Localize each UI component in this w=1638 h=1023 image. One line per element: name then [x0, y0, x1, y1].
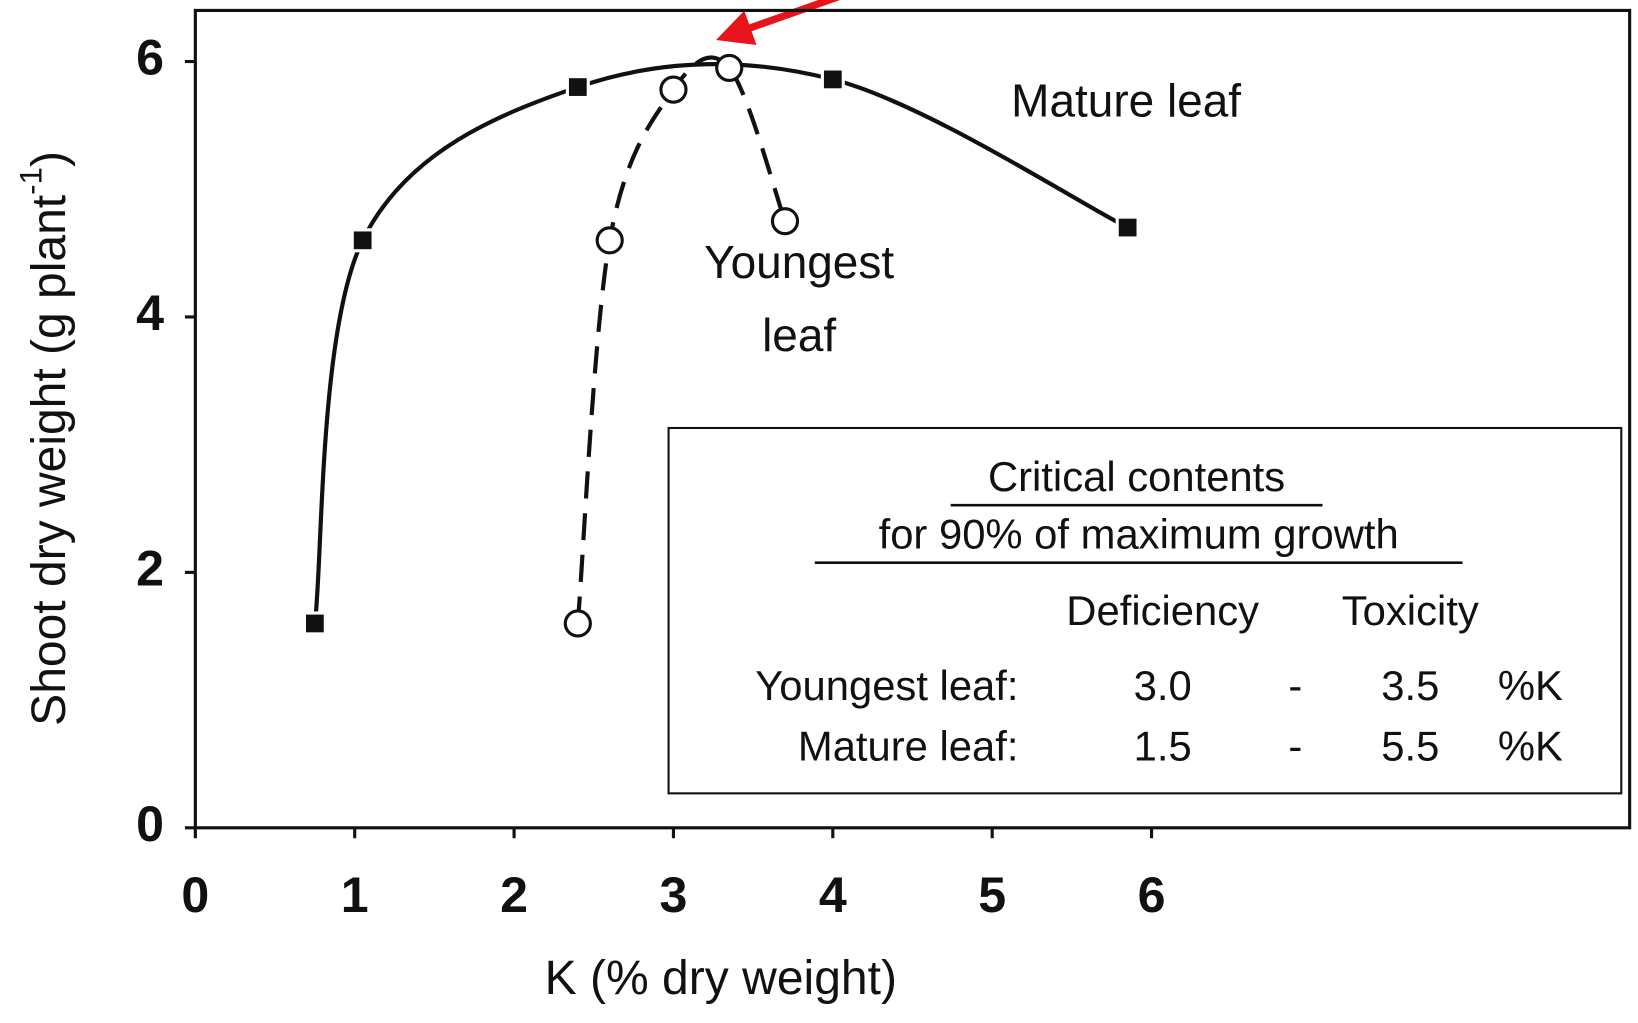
y-tick-label: 4 — [136, 285, 164, 341]
table-cell: Mature leaf: — [798, 723, 1019, 770]
point — [302, 611, 327, 636]
table-cell: %K — [1498, 723, 1563, 770]
y-tick-label: 6 — [136, 30, 164, 86]
y-tick-label: 0 — [136, 796, 164, 852]
table-cell: - — [1288, 662, 1302, 709]
y-tick-label: 2 — [136, 541, 164, 597]
plot-frame — [193, 8, 1632, 830]
point — [595, 226, 624, 255]
point — [715, 53, 744, 83]
box-title: Critical contents — [988, 453, 1285, 500]
highlight-arrow — [715, 0, 841, 46]
table-cell: %K — [1498, 662, 1563, 709]
y-axis-label-end: ) — [23, 151, 76, 167]
x-tick-label: 1 — [341, 867, 369, 923]
series-label-line: Youngest — [704, 236, 894, 288]
x-tick-label: 5 — [978, 867, 1006, 923]
point — [565, 75, 590, 100]
table-cell: 1.5 — [1134, 723, 1192, 770]
info-box — [667, 426, 1623, 795]
column-header: Toxicity — [1342, 587, 1479, 634]
point — [770, 207, 800, 236]
column-header: Deficiency — [1066, 587, 1259, 634]
series-label-line: leaf — [762, 309, 836, 361]
box-title: for 90% of maximum growth — [879, 511, 1399, 558]
table-cell: 3.0 — [1134, 662, 1192, 709]
y-axis-label-sup: -1 — [14, 167, 49, 195]
x-axis-label: K (% dry weight) — [545, 952, 897, 1005]
point — [820, 67, 845, 92]
table-cell: 3.5 — [1381, 662, 1439, 709]
series-line — [575, 55, 787, 624]
point — [563, 609, 592, 638]
x-tick-label: 3 — [660, 867, 688, 923]
x-tick-label: 2 — [500, 867, 528, 923]
series-label: Youngest leaf — [704, 236, 894, 361]
point — [659, 75, 688, 104]
x-tick-label: 4 — [819, 867, 847, 923]
point — [350, 228, 375, 253]
point — [1115, 215, 1140, 240]
x-tick-label: 0 — [181, 867, 209, 923]
table-cell: - — [1288, 723, 1302, 770]
table-cell: Youngest leaf: — [755, 662, 1018, 709]
table-cell: 5.5 — [1381, 723, 1439, 770]
x-tick-label: 6 — [1138, 867, 1166, 923]
y-axis-label: Shoot dry weight (g plant-1) — [14, 151, 76, 726]
y-axis-label-main: Shoot dry weight (g plant — [23, 195, 76, 726]
series-label: Mature leaf — [1011, 75, 1241, 127]
